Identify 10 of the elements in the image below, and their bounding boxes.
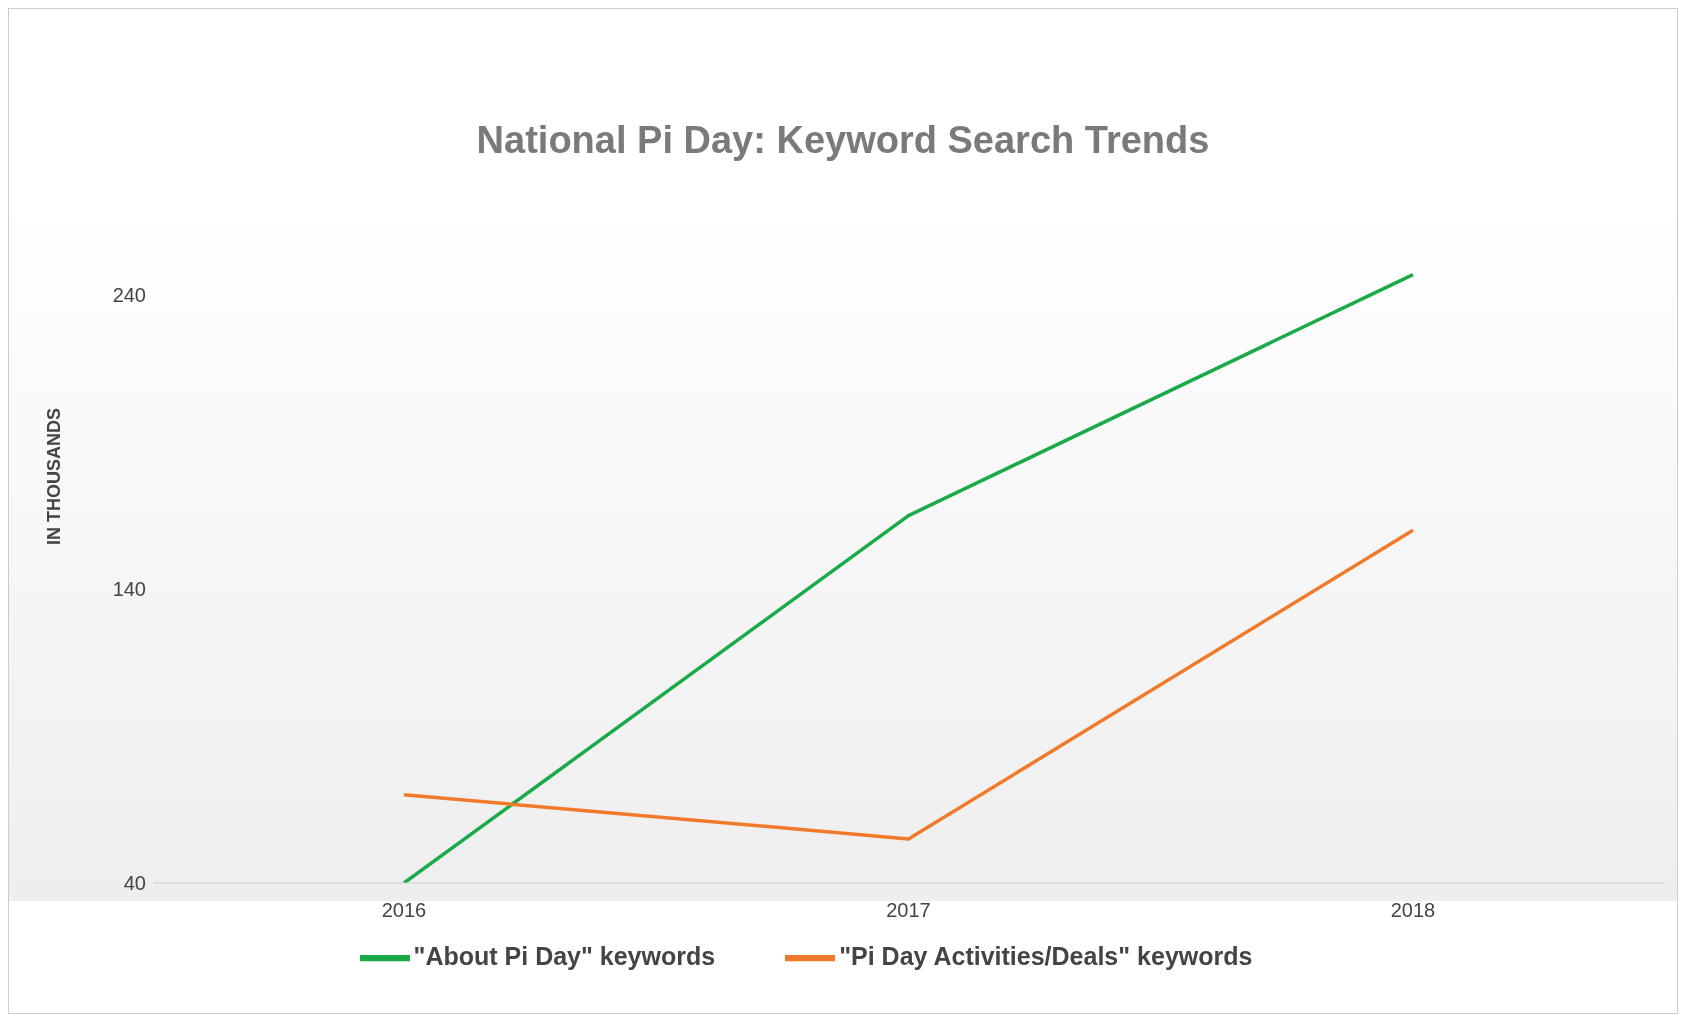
chart-title: National Pi Day: Keyword Search Trends [475,119,1211,162]
y-tick-label: 240 [112,284,146,307]
y-tick-label: 140 [112,578,146,601]
legend-label: "Pi Day Activities/Deals" keywords [839,941,1253,970]
legend-label: "About Pi Day" keywords [413,941,716,970]
x-tick-label: 2018 [1390,899,1436,922]
x-tick-label: 2017 [886,899,931,922]
y-axis-title: IN THOUSANDS [44,407,65,545]
y-tick-label: 40 [123,872,146,895]
x-tick-label: 2016 [381,899,427,922]
